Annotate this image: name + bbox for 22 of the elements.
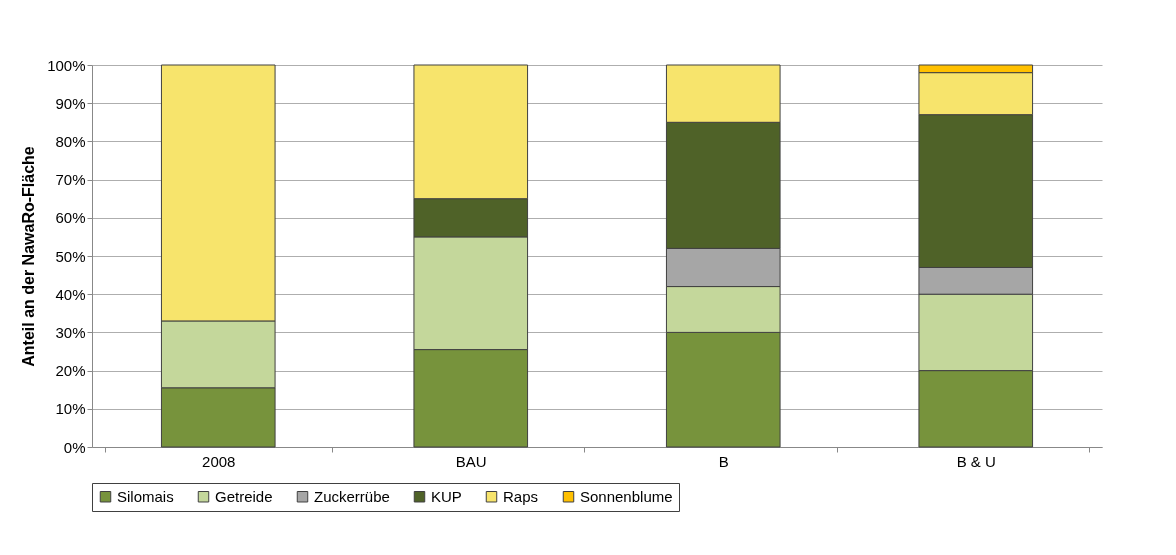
y-tick-label: 10% bbox=[55, 400, 86, 418]
y-axis-title: Anteil an der NawaRo-Fläche bbox=[20, 146, 38, 367]
legend-label: Sonnenblume bbox=[580, 487, 673, 505]
x-tick-label: B & U bbox=[956, 452, 996, 470]
y-tick-label: 20% bbox=[55, 362, 86, 380]
y-tick-label: 60% bbox=[55, 209, 86, 227]
x-tick-label: 2008 bbox=[202, 452, 236, 470]
legend-label: Zuckerrübe bbox=[314, 487, 390, 505]
y-tick-label: 30% bbox=[55, 323, 86, 341]
legend-label: Getreide bbox=[215, 487, 273, 505]
legend-label: KUP bbox=[431, 487, 462, 505]
y-tick-label: 70% bbox=[55, 171, 86, 189]
y-tick-label: 0% bbox=[63, 438, 86, 456]
y-tick-label: 40% bbox=[55, 285, 86, 303]
y-tick-label: 50% bbox=[55, 247, 86, 265]
y-tick-label: 80% bbox=[55, 132, 86, 150]
y-tick-label: 100% bbox=[47, 56, 86, 74]
legend-label: Silomais bbox=[117, 487, 174, 505]
legend-label: Raps bbox=[503, 487, 539, 505]
x-tick-label: B bbox=[718, 452, 729, 470]
x-tick-label: BAU bbox=[455, 452, 487, 470]
y-tick-label: 90% bbox=[55, 94, 86, 112]
